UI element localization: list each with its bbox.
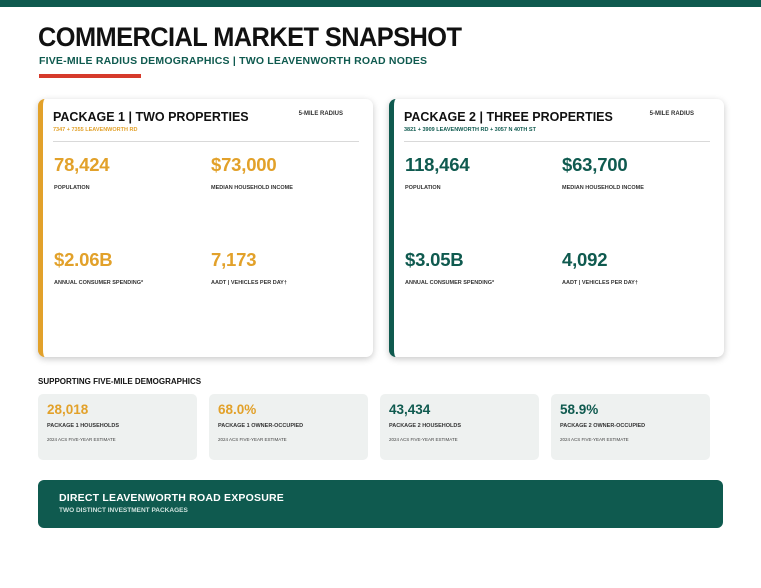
stat-value: 7,173 [211,249,257,270]
stat-label: ANNUAL CONSUMER SPENDING* [54,280,144,286]
stat-value: $2.06B [54,249,113,270]
supporting-demographics-heading: SUPPORTING FIVE-MILE DEMOGRAPHICS [38,377,202,386]
stat-label: ANNUAL CONSUMER SPENDING* [405,280,495,286]
mini-stat-value: 58.9% [560,402,599,417]
stat-label: AADT | VEHICLES PER DAY† [562,280,638,286]
package-2-divider [404,141,710,142]
package-2-income-stat: $63,700 MEDIAN HOUSEHOLD INCOME [562,154,644,191]
package-2-address: 3821 + 3909 LEAVENWORTH RD + 3057 N 40TH… [404,127,536,133]
mini-stat-value: 43,434 [389,402,431,417]
package-2-title: PACKAGE 2 | THREE PROPERTIES [404,110,613,124]
top-accent-bar [0,0,761,7]
stat-value: 4,092 [562,249,608,270]
package-2-owner-occupied-card: 58.9% PACKAGE 2 OWNER-OCCUPIED 2024 ACS … [551,394,710,460]
package-1-card: PACKAGE 1 | TWO PROPERTIES 5-MILE RADIUS… [38,99,373,357]
package-2-radius-badge: 5-MILE RADIUS [649,111,694,117]
package-1-address: 7347 + 7355 LEAVENWORTH RD [53,127,138,133]
stat-label: AADT | VEHICLES PER DAY† [211,280,287,286]
mini-stat-source: 2024 ACS FIVE-YEAR ESTIMATE [560,437,629,442]
package-1-owner-occupied-card: 68.0% PACKAGE 1 OWNER-OCCUPIED 2024 ACS … [209,394,368,460]
stat-value: $73,000 [211,154,277,175]
mini-stat-value: 28,018 [47,402,89,417]
stat-label: MEDIAN HOUSEHOLD INCOME [211,185,293,191]
package-1-aadt-stat: 7,173 AADT | VEHICLES PER DAY† [211,249,287,286]
package-1-income-stat: $73,000 MEDIAN HOUSEHOLD INCOME [211,154,293,191]
package-2-card: PACKAGE 2 | THREE PROPERTIES 5-MILE RADI… [389,99,724,357]
stat-label: POPULATION [54,185,90,191]
package-1-spending-stat: $2.06B ANNUAL CONSUMER SPENDING* [54,249,143,286]
page-subtitle: FIVE-MILE RADIUS DEMOGRAPHICS | TWO LEAV… [39,55,428,67]
package-1-households-card: 28,018 PACKAGE 1 HOUSEHOLDS 2024 ACS FIV… [38,394,197,460]
package-1-radius-badge: 5-MILE RADIUS [298,111,343,117]
mini-stat-source: 2024 ACS FIVE-YEAR ESTIMATE [218,437,287,442]
mini-stat-label: PACKAGE 1 HOUSEHOLDS [47,423,120,429]
stat-label: POPULATION [405,185,441,191]
mini-stat-label: PACKAGE 2 OWNER-OCCUPIED [560,423,646,429]
package-1-population-stat: 78,424 POPULATION [54,154,110,191]
package-2-aadt-stat: 4,092 AADT | VEHICLES PER DAY† [562,249,638,286]
package-1-title: PACKAGE 1 | TWO PROPERTIES [53,110,249,124]
mini-stat-source: 2024 ACS FIVE-YEAR ESTIMATE [47,437,116,442]
banner-title: DIRECT LEAVENWORTH ROAD EXPOSURE [59,492,284,504]
page-title: COMMERCIAL MARKET SNAPSHOT [38,22,462,52]
package-2-households-card: 43,434 PACKAGE 2 HOUSEHOLDS 2024 ACS FIV… [380,394,539,460]
stat-label: MEDIAN HOUSEHOLD INCOME [562,185,644,191]
mini-stat-value: 68.0% [218,402,257,417]
stat-value: $3.05B [405,249,464,270]
title-underline [39,74,141,78]
mini-stat-label: PACKAGE 1 OWNER-OCCUPIED [218,423,304,429]
mini-stat-source: 2024 ACS FIVE-YEAR ESTIMATE [389,437,458,442]
package-2-spending-stat: $3.05B ANNUAL CONSUMER SPENDING* [405,249,494,286]
stat-value: 78,424 [54,154,110,175]
banner-subtitle: TWO DISTINCT INVESTMENT PACKAGES [59,507,188,514]
exposure-banner: DIRECT LEAVENWORTH ROAD EXPOSURE TWO DIS… [38,480,723,528]
package-1-divider [53,141,359,142]
mini-stat-label: PACKAGE 2 HOUSEHOLDS [389,423,462,429]
stat-value: 118,464 [405,154,470,175]
stat-value: $63,700 [562,154,628,175]
package-2-population-stat: 118,464 POPULATION [405,154,470,191]
